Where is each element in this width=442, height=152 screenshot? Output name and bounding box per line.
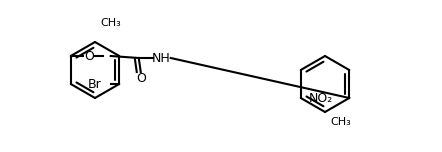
Text: Br: Br: [88, 78, 101, 90]
Text: O: O: [136, 71, 146, 85]
Text: CH₃: CH₃: [100, 18, 121, 28]
Text: NH: NH: [151, 52, 170, 64]
Text: CH₃: CH₃: [330, 117, 351, 127]
Text: NO₂: NO₂: [309, 92, 333, 105]
Text: O: O: [84, 50, 94, 62]
